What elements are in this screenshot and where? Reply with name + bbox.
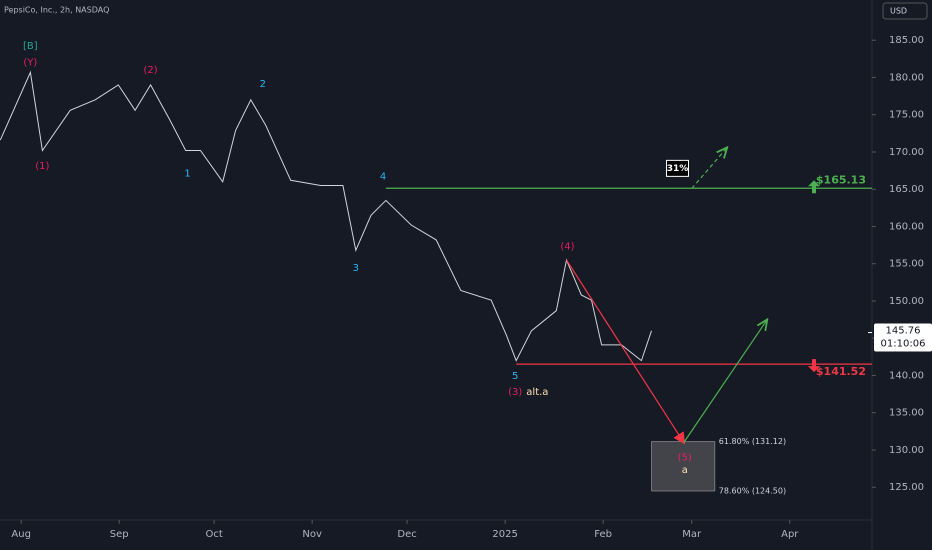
x-tick-label: Sep <box>110 529 129 540</box>
x-tick-label: Apr <box>781 529 799 540</box>
wave-label: [B] <box>23 41 38 52</box>
timer: 01:10:06 <box>881 339 926 350</box>
price-line <box>0 70 652 362</box>
y-tick-label: 170.00 <box>889 147 924 158</box>
y-tick-label: 155.00 <box>889 259 924 270</box>
y-tick-label: 185.00 <box>889 35 924 46</box>
y-tick-label: 140.00 <box>889 370 924 381</box>
y-tick-label: 125.00 <box>889 482 924 493</box>
y-tick-label: 130.00 <box>889 445 924 456</box>
x-tick-label: Nov <box>302 529 322 540</box>
x-tick-label: Feb <box>594 529 612 540</box>
fib-label: 61.80% (131.12) <box>719 437 786 446</box>
wave-label: (3) <box>508 387 522 398</box>
wave-label: 5 <box>512 371 518 382</box>
x-tick-label: Aug <box>11 529 31 540</box>
last-price: 145.76 <box>886 326 921 337</box>
wave-label: 4 <box>380 172 386 183</box>
x-tick-label: Oct <box>205 529 222 540</box>
wave-label: (1) <box>35 161 49 172</box>
probability-label: 31% <box>667 164 689 174</box>
wave-label: alt.a <box>526 387 548 398</box>
wave-label: 1 <box>184 169 190 180</box>
level-arrow <box>808 180 820 194</box>
y-tick-label: 165.00 <box>889 184 924 195</box>
level-arrow <box>808 359 820 373</box>
fib-label: 78.60% (124.50) <box>719 486 786 495</box>
wave-label: (5) <box>678 452 692 463</box>
x-tick-label: 2025 <box>492 529 517 540</box>
x-tick-label: Dec <box>397 529 416 540</box>
currency-box[interactable] <box>882 2 928 20</box>
y-tick-label: 175.00 <box>889 110 924 121</box>
y-tick-label: 150.00 <box>889 296 924 307</box>
level-label: $165.13 <box>816 173 866 186</box>
projection <box>683 320 767 443</box>
wave-label: 3 <box>353 263 359 274</box>
target-zone <box>651 441 716 492</box>
last-price-box <box>874 323 932 352</box>
y-tick-label: 160.00 <box>889 221 924 232</box>
probability-box <box>665 159 689 177</box>
y-tick-label: 135.00 <box>889 408 924 419</box>
wave-label: (Y) <box>23 58 37 69</box>
chart-title: PepsiCo, Inc., 2h, NASDAQ <box>4 6 109 15</box>
projection <box>691 148 727 189</box>
wave-label: (2) <box>143 65 157 76</box>
y-tick-label: 180.00 <box>889 72 924 83</box>
projection <box>565 259 686 445</box>
wave-label: (4) <box>560 242 574 253</box>
wave-label: a <box>682 465 688 476</box>
x-tick-label: Mar <box>682 529 702 540</box>
level-label: $141.52 <box>816 365 866 378</box>
currency[interactable]: USD <box>890 7 907 16</box>
wave-label: 2 <box>260 79 266 90</box>
